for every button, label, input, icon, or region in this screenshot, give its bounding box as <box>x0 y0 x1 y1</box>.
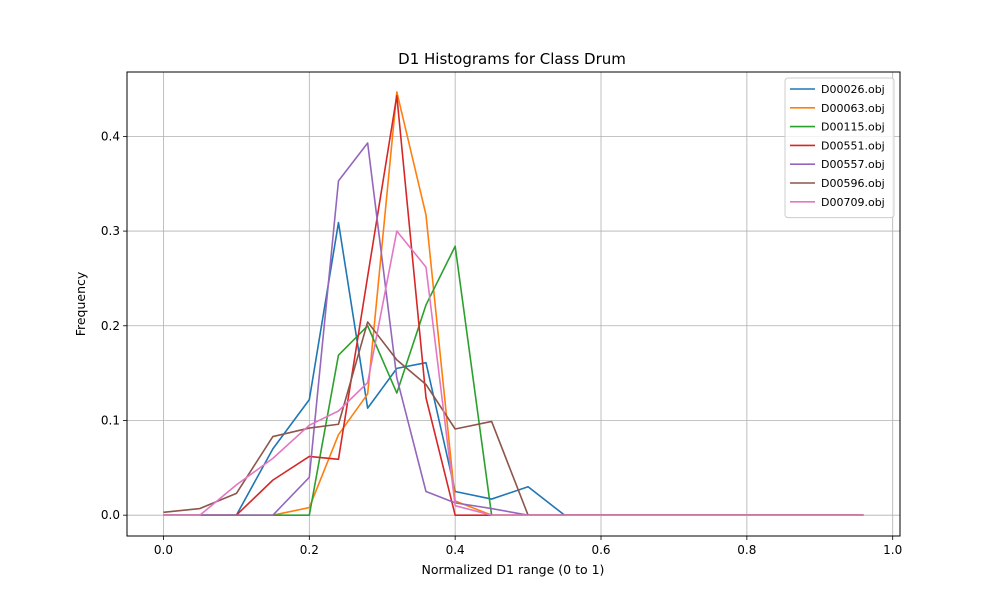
x-tick-label: 1.0 <box>883 543 902 557</box>
legend-entry: D00596.obj <box>821 177 885 190</box>
x-tick-label: 0.4 <box>446 543 465 557</box>
y-tick-label: 0.0 <box>101 508 120 522</box>
legend-entry: D00115.obj <box>821 121 885 134</box>
chart-title: D1 Histograms for Class Drum <box>398 50 626 68</box>
y-tick-label: 0.1 <box>101 413 120 427</box>
series-lines <box>163 91 864 516</box>
x-tick-label: 0.6 <box>591 543 610 557</box>
y-axis-label: Frequency <box>73 271 88 336</box>
y-tick-label: 0.4 <box>101 129 120 143</box>
legend-entry: D00026.obj <box>821 83 885 96</box>
legend-entry: D00063.obj <box>821 102 885 115</box>
axis-ticks: 0.0 0.2 0.4 0.6 0.8 1.0 0.0 0.1 0.2 0.3 0.4 <box>101 129 902 557</box>
legend-entry: D00551.obj <box>821 139 885 152</box>
series-line-d00709-obj <box>163 230 864 516</box>
plot-frame <box>126 71 901 537</box>
x-axis-label: Normalized D1 range (0 to 1) <box>422 562 605 577</box>
y-tick-label: 0.3 <box>101 224 120 238</box>
x-tick-label: 0.0 <box>154 543 173 557</box>
x-tick-label: 0.8 <box>737 543 756 557</box>
legend-entry: D00709.obj <box>821 196 885 209</box>
legend-entry: D00557.obj <box>821 158 885 171</box>
y-tick-label: 0.2 <box>101 319 120 333</box>
x-tick-label: 0.2 <box>300 543 319 557</box>
legend: D00026.obj D00063.obj D00115.obj D00551.obj… <box>784 77 895 219</box>
